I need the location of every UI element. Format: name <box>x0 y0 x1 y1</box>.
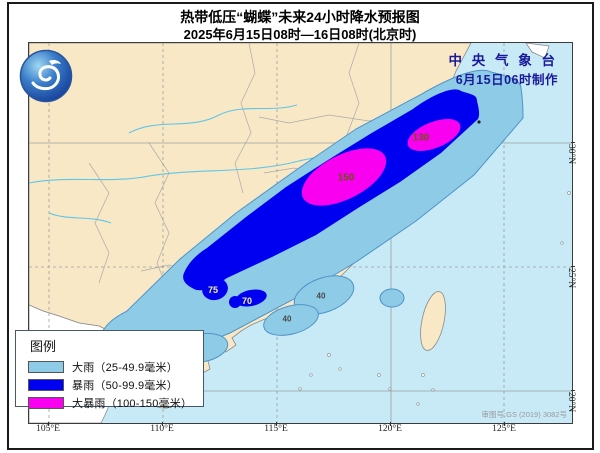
precip-value-130: 130 <box>412 132 430 144</box>
lon-tick-125 <box>504 422 505 426</box>
korea-landmass <box>525 43 550 59</box>
legend: 图例 大雨（25-49.9毫米） 暴雨（50-99.9毫米） 大暴雨（100-1… <box>15 330 204 410</box>
lat-tick-25 <box>571 266 575 267</box>
agency-name: 中 央 气 象 台 <box>448 53 558 68</box>
precip-value-40a: 40 <box>316 291 326 301</box>
lon-label-110: 110°E <box>150 424 174 434</box>
lon-tick-110 <box>162 422 163 426</box>
legend-label-rainstorm: 暴雨（50-99.9毫米） <box>72 380 178 392</box>
rain-small-blue-blobs <box>202 277 267 308</box>
precip-value-70: 70 <box>241 296 253 306</box>
lon-label-120: 120°E <box>378 424 402 434</box>
lon-label-115: 115°E <box>264 424 288 434</box>
lon-tick-105 <box>48 422 49 426</box>
precip-value-150: 150 <box>337 172 355 184</box>
lat-tick-30 <box>571 142 575 143</box>
lon-tick-115 <box>276 422 277 426</box>
agency-issue-time: 6月15日06时制作 <box>455 72 558 87</box>
lon-tick-120 <box>390 422 391 426</box>
legend-title: 图例 <box>30 339 57 354</box>
precip-value-40b: 40 <box>282 314 292 324</box>
storm-center-marker <box>477 120 481 124</box>
lat-label-25: 25°N <box>566 268 576 289</box>
lon-label-105: 105°E <box>36 424 60 434</box>
map-approval-number: 审图号:GS (2019) 3082号 <box>481 410 567 419</box>
cma-logo <box>19 49 73 103</box>
lon-label-125: 125°E <box>492 424 516 434</box>
cma-logo-icon <box>19 49 73 103</box>
legend-swatch-downpour <box>28 397 64 409</box>
lat-tick-20 <box>571 390 575 391</box>
legend-swatch-heavy-rain <box>28 361 64 373</box>
agency-stamp: 中 央 气 象 台 6月15日06时制作 <box>448 51 558 89</box>
legend-swatch-rainstorm <box>28 379 64 391</box>
legend-item-rainstorm: 暴雨（50-99.9毫米） <box>28 376 203 394</box>
legend-label-heavy-rain: 大雨（25-49.9毫米） <box>72 362 178 374</box>
precip-value-75: 75 <box>207 285 219 295</box>
page-subtitle: 2025年6月15日08时—16日08时(北京时) <box>183 27 417 42</box>
lat-label-20: 20°N <box>566 392 576 413</box>
legend-item-downpour: 大暴雨（100-150毫米） <box>28 394 203 412</box>
taiwan-island <box>420 291 446 351</box>
rain-cores-magenta <box>301 119 461 206</box>
page-title: 热带低压“蝴蝶”未来24小时降水预报图 <box>180 9 420 25</box>
legend-item-heavy-rain: 大雨（25-49.9毫米） <box>28 358 203 376</box>
lat-label-30: 30°N <box>566 144 576 165</box>
legend-label-downpour: 大暴雨（100-150毫米） <box>72 398 193 410</box>
